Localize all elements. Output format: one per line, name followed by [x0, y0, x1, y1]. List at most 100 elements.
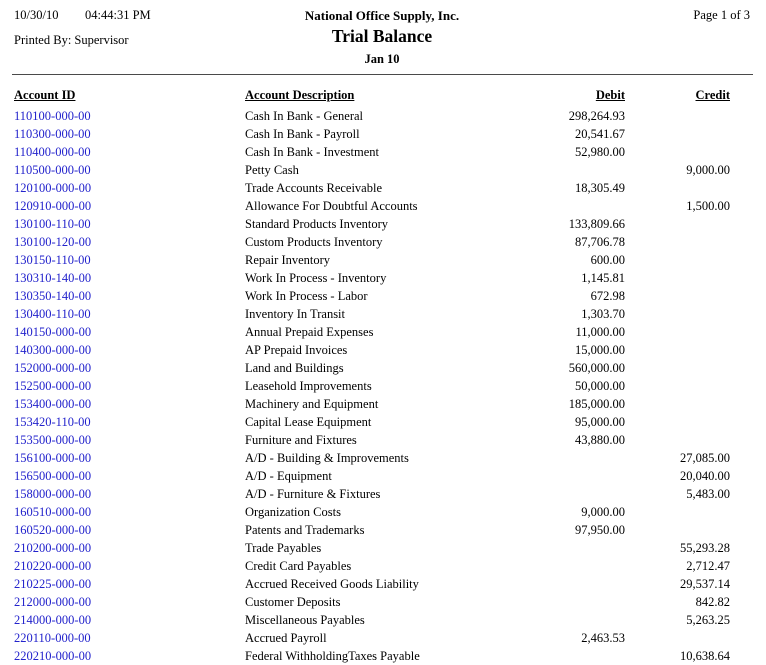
company-name: National Office Supply, Inc.: [304, 8, 460, 23]
account-description: Land and Buildings: [245, 361, 344, 375]
credit-amount: [625, 521, 730, 539]
account-description: A/D - Furniture & Fixtures: [245, 487, 381, 501]
account-id-link[interactable]: 220110-000-00: [14, 631, 91, 645]
table-row: 153420-110-00 Capital Lease Equipment 95,0…: [14, 413, 730, 431]
table-row: 140300-000-00 AP Prepaid Invoices 15,000.0…: [14, 341, 730, 359]
account-id-link[interactable]: 140300-000-00: [14, 343, 92, 357]
credit-amount: [625, 233, 730, 251]
account-id-link[interactable]: 160520-000-00: [14, 523, 92, 537]
table-row: 153400-000-00 Machinery and Equipment 185,…: [14, 395, 730, 413]
account-id-link[interactable]: 130310-140-00: [14, 271, 92, 285]
account-id-link[interactable]: 110300-000-00: [14, 127, 91, 141]
account-id-link[interactable]: 120100-000-00: [14, 181, 92, 195]
credit-amount: 5,263.25: [686, 613, 730, 627]
debit-amount: 1,145.81: [581, 271, 625, 285]
credit-amount: [625, 341, 730, 359]
account-description: Custom Products Inventory: [245, 235, 383, 249]
credit-amount: [625, 323, 730, 341]
account-description: Inventory In Transit: [245, 307, 345, 321]
account-id-link[interactable]: 110500-000-00: [14, 163, 91, 177]
credit-amount: 9,000.00: [686, 163, 730, 177]
account-id-link[interactable]: 110400-000-00: [14, 145, 91, 159]
debit-amount: 9,000.00: [581, 505, 625, 519]
credit-amount: [625, 629, 730, 647]
debit-amount: 87,706.78: [575, 235, 625, 249]
account-id-link[interactable]: 156500-000-00: [14, 469, 92, 483]
account-description: Cash In Bank - Payroll: [245, 127, 360, 141]
table-row: 130400-110-00 Inventory In Transit 1,303.7…: [14, 305, 730, 323]
table-row: 140150-000-00 Annual Prepaid Expenses 11,0…: [14, 323, 730, 341]
debit-amount: 97,950.00: [575, 523, 625, 537]
table-row: 160510-000-00 Organization Costs 9,000.00: [14, 503, 730, 521]
account-id-link[interactable]: 130350-140-00: [14, 289, 92, 303]
table-row: 110100-000-00 Cash In Bank - General 298,2…: [14, 107, 730, 125]
account-id-link[interactable]: 130150-110-00: [14, 253, 91, 267]
debit-amount: 298,264.93: [568, 109, 625, 123]
column-header-account-id: Account ID: [14, 88, 76, 102]
account-description: Trade Accounts Receivable: [245, 181, 382, 195]
debit-amount: 560,000.00: [568, 361, 625, 375]
credit-amount: 29,537.14: [680, 577, 730, 591]
account-id-link[interactable]: 130100-110-00: [14, 217, 91, 231]
credit-amount: 10,638.64: [680, 649, 730, 663]
print-date: 10/30/10: [14, 8, 59, 22]
account-description: Standard Products Inventory: [245, 217, 389, 231]
account-id-link[interactable]: 152000-000-00: [14, 361, 92, 375]
header-divider: [12, 74, 753, 75]
credit-amount: [625, 305, 730, 323]
account-description: Leasehold Improvements: [245, 379, 372, 393]
table-row: 120100-000-00 Trade Accounts Receivable 18…: [14, 179, 730, 197]
account-description: A/D - Equipment: [245, 469, 332, 483]
account-id-link[interactable]: 158000-000-00: [14, 487, 92, 501]
table-row: 160520-000-00 Patents and Trademarks 97,95…: [14, 521, 730, 539]
account-description: Miscellaneous Payables: [245, 613, 365, 627]
account-description: Capital Lease Equipment: [245, 415, 372, 429]
account-id-link[interactable]: 152500-000-00: [14, 379, 92, 393]
account-description: Machinery and Equipment: [245, 397, 379, 411]
account-id-link[interactable]: 156100-000-00: [14, 451, 92, 465]
account-id-link[interactable]: 130400-110-00: [14, 307, 91, 321]
debit-amount: 2,463.53: [581, 631, 625, 645]
debit-amount: [492, 161, 625, 179]
table-row: 220210-000-00 Federal WithholdingTaxes Pa…: [14, 647, 730, 665]
account-id-link[interactable]: 140150-000-00: [14, 325, 92, 339]
table-row: 210200-000-00 Trade Payables 55,293.28: [14, 539, 730, 557]
report-title: Trial Balance: [331, 26, 433, 46]
account-id-link[interactable]: 160510-000-00: [14, 505, 92, 519]
credit-amount: 1,500.00: [686, 199, 730, 213]
debit-amount: [492, 467, 625, 485]
credit-amount: 5,483.00: [686, 487, 730, 501]
account-description: Patents and Trademarks: [245, 523, 365, 537]
credit-amount: 20,040.00: [680, 469, 730, 483]
credit-amount: [625, 431, 730, 449]
debit-amount: 15,000.00: [575, 343, 625, 357]
credit-amount: [625, 107, 730, 125]
account-id-link[interactable]: 153420-110-00: [14, 415, 91, 429]
credit-amount: 2,712.47: [686, 559, 730, 573]
account-id-link[interactable]: 210220-000-00: [14, 559, 92, 573]
debit-amount: [492, 539, 625, 557]
account-id-link[interactable]: 153400-000-00: [14, 397, 92, 411]
account-id-link[interactable]: 210200-000-00: [14, 541, 92, 555]
account-id-link[interactable]: 210225-000-00: [14, 577, 92, 591]
credit-amount: [625, 215, 730, 233]
account-id-link[interactable]: 220210-000-00: [14, 649, 92, 663]
table-row: 214000-000-00 Miscellaneous Payables 5,263…: [14, 611, 730, 629]
account-description: Customer Deposits: [245, 595, 341, 609]
account-description: Furniture and Fixtures: [245, 433, 357, 447]
debit-amount: 672.98: [590, 289, 625, 303]
table-row: 110500-000-00 Petty Cash 9,000.00: [14, 161, 730, 179]
debit-amount: [492, 485, 625, 503]
debit-amount: 52,980.00: [575, 145, 625, 159]
account-id-link[interactable]: 110100-000-00: [14, 109, 91, 123]
debit-amount: [492, 647, 625, 665]
account-id-link[interactable]: 214000-000-00: [14, 613, 92, 627]
account-description: Accrued Payroll: [245, 631, 327, 645]
account-id-link[interactable]: 212000-000-00: [14, 595, 92, 609]
account-id-link[interactable]: 153500-000-00: [14, 433, 92, 447]
account-id-link[interactable]: 120910-000-00: [14, 199, 92, 213]
account-id-link[interactable]: 130100-120-00: [14, 235, 92, 249]
table-row: 210220-000-00 Credit Card Payables 2,712.4…: [14, 557, 730, 575]
account-description: Repair Inventory: [245, 253, 331, 267]
